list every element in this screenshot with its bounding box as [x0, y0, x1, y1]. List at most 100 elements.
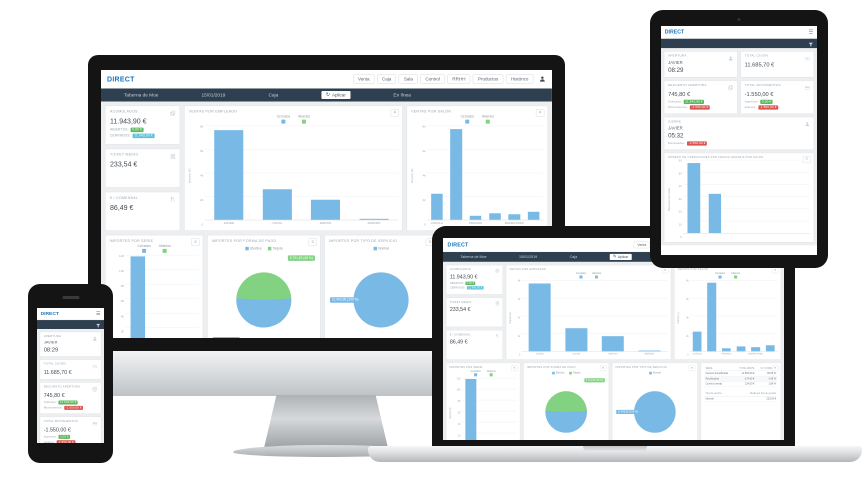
plot-area — [683, 159, 810, 234]
card-value: 745,80 € — [43, 391, 65, 399]
menu-button-productos[interactable]: Productos — [472, 74, 504, 84]
legend-item[interactable]: Abiertos — [298, 115, 310, 124]
y-tick: 8k — [422, 125, 426, 129]
apply-label: Aplicar — [617, 255, 629, 259]
x-tick-label: MARTIN — [319, 221, 332, 225]
bar — [311, 199, 341, 220]
legend-item[interactable]: Abiertos — [159, 244, 171, 253]
card-menu-button[interactable]: ≡ — [771, 267, 779, 274]
y-tick: 4k — [422, 174, 426, 178]
apply-button[interactable]: ↻ Aplicar — [609, 253, 632, 260]
card-menu-button[interactable]: ≡ — [511, 365, 518, 372]
stat-title: TICKET MEDIO — [449, 300, 472, 304]
card-menu-button[interactable]: ≡ — [308, 238, 317, 246]
card-menu-button[interactable]: ≡ — [662, 267, 669, 274]
menu-button-venta[interactable]: Venta — [633, 241, 650, 249]
user-icon[interactable] — [539, 76, 546, 83]
badge-row: Movimientos: -1.550,00 € — [44, 405, 98, 410]
legend-item[interactable]: Efectivo — [552, 371, 565, 375]
chart-legend: Normal — [329, 246, 433, 251]
legend-item[interactable]: Tarjeta — [569, 371, 580, 375]
cash-drawer-icon — [805, 55, 810, 61]
chart-plot: Importe (€)120100806040200Factura Simpli… — [449, 377, 517, 440]
card-menu-button[interactable]: ≡ — [599, 365, 607, 372]
legend-item[interactable]: Cerrados — [137, 244, 151, 253]
pie-chart-tipo-de-servicio: Normal 11.943,90 (100 %) — [615, 370, 694, 440]
card-menu-button[interactable]: ≡ — [390, 109, 400, 117]
laptop-base — [368, 446, 862, 462]
nav-date[interactable]: 15/01/2019 — [519, 254, 538, 260]
x-tick-label: JAVIER — [223, 221, 235, 225]
menu-button-venta[interactable]: Venta — [352, 74, 375, 84]
chart-title: VENTAS POR SALÓN — [677, 268, 708, 271]
menu-button-caja[interactable]: Caja — [377, 74, 397, 84]
menu-button-rrhh[interactable]: RRHH — [447, 74, 471, 84]
receipt-icon — [495, 301, 499, 306]
legend-item[interactable]: Cerrados — [277, 115, 290, 124]
menu-button-sala[interactable]: Sala — [398, 74, 418, 84]
legend-label: Abiertos — [486, 369, 496, 373]
stats-column: ACUMULADOS 11.943,90 € ABIERTOS: 0,00 € CE… — [105, 105, 181, 231]
card-menu-button[interactable]: ≡ — [535, 109, 545, 117]
nav-location[interactable]: Taberna de Moe — [460, 254, 487, 260]
bar — [638, 350, 661, 352]
x-tick-label: BARRA PRINCIPAL — [748, 352, 763, 356]
filter-icon[interactable] — [808, 41, 813, 47]
y-tick: 60 — [457, 412, 461, 415]
table-cell: Factura Simplificada — [704, 370, 735, 377]
card-menu-button[interactable]: ≡ — [191, 238, 200, 246]
apply-button[interactable]: ↻ Aplicar — [321, 91, 351, 100]
chart-title: VENTAS POR SALÓN — [411, 110, 452, 114]
y-axis: 120100806040200 — [453, 378, 461, 440]
utensils-icon — [170, 196, 176, 202]
nav-register[interactable]: Caja — [268, 92, 279, 98]
legend-item[interactable]: Normal — [648, 371, 661, 375]
badge-row: Movimientos: -1.550,00 € — [668, 105, 733, 110]
bar — [692, 331, 702, 352]
filter-icon[interactable] — [96, 322, 101, 328]
legend-item[interactable]: Efectivo — [245, 246, 262, 251]
legend-item[interactable]: Abiertos — [731, 272, 740, 279]
x-tick-label: AMPARO — [644, 352, 655, 356]
legend-item[interactable]: Cerrados — [576, 272, 586, 279]
employee-name: JAVIER — [668, 60, 683, 65]
nav-date[interactable]: 15/01/2019 — [201, 92, 226, 98]
badge-label: Gastos: — [744, 105, 757, 110]
y-axis: 8k 6k 4k 2k 0 — [194, 126, 205, 227]
legend-item[interactable]: Cerrados — [461, 115, 474, 124]
plot-area — [689, 280, 778, 352]
chart-title: IMPORTES POR SERIE — [109, 239, 154, 243]
dashboard-row-bottom: IMPORTES POR SERIE ≡ Cerrados Abiertos Imp… — [446, 362, 782, 440]
card-menu-button[interactable]: ≡ — [802, 155, 811, 164]
cash-drawer-icon — [92, 363, 97, 368]
chart-plot: Importe (€) 8k 6k 4k 2k 0 CÚPULA PRIVADO BARRA P… — [411, 125, 544, 227]
legend-label: Tarjeta — [272, 246, 283, 251]
legend-item[interactable]: Cerrados — [715, 272, 725, 279]
opening-time: 08:29 — [43, 345, 59, 353]
card-menu-button[interactable]: ≡ — [688, 365, 696, 372]
chart-legend: Cerrados Abiertos — [110, 244, 199, 253]
nav-register[interactable]: Caja — [569, 254, 578, 260]
card-recuento-apertura: RECUENTO APERTURA 745,80 € Cobrado: 11.94… — [663, 80, 738, 114]
legend-item[interactable]: Abiertos — [486, 369, 496, 377]
app-logo: DIRECT — [447, 241, 469, 248]
hamburger-menu-icon[interactable]: ☰ — [808, 29, 814, 35]
plot-area — [204, 125, 399, 221]
legend-item[interactable]: Abiertos — [482, 115, 494, 124]
nav-location[interactable]: Taberna de Moe — [124, 92, 159, 98]
monitor-stand — [264, 395, 388, 448]
legend-item[interactable]: Cerrados — [471, 370, 481, 377]
card-menu-button[interactable]: ≡ — [771, 365, 779, 372]
legend-item[interactable]: Abiertos — [592, 272, 601, 279]
y-tick: 40 — [120, 315, 125, 319]
chart-legend: Cerrados Abiertos — [678, 272, 778, 279]
menu-button-historico[interactable]: Histórico — [505, 74, 534, 84]
y-axis-label: Importe (€) — [677, 312, 680, 324]
legend-item[interactable]: Normal — [373, 246, 389, 251]
closing-time: 05:32 — [668, 131, 684, 139]
y-axis: 8k 6k 4k 2k 0 — [416, 126, 427, 227]
hamburger-menu-icon[interactable]: ☰ — [96, 310, 101, 317]
y-axis-label: Operaciones (uds) — [668, 187, 671, 212]
legend-item[interactable]: Tarjeta — [267, 246, 283, 251]
menu-button-control[interactable]: Control — [420, 74, 445, 84]
